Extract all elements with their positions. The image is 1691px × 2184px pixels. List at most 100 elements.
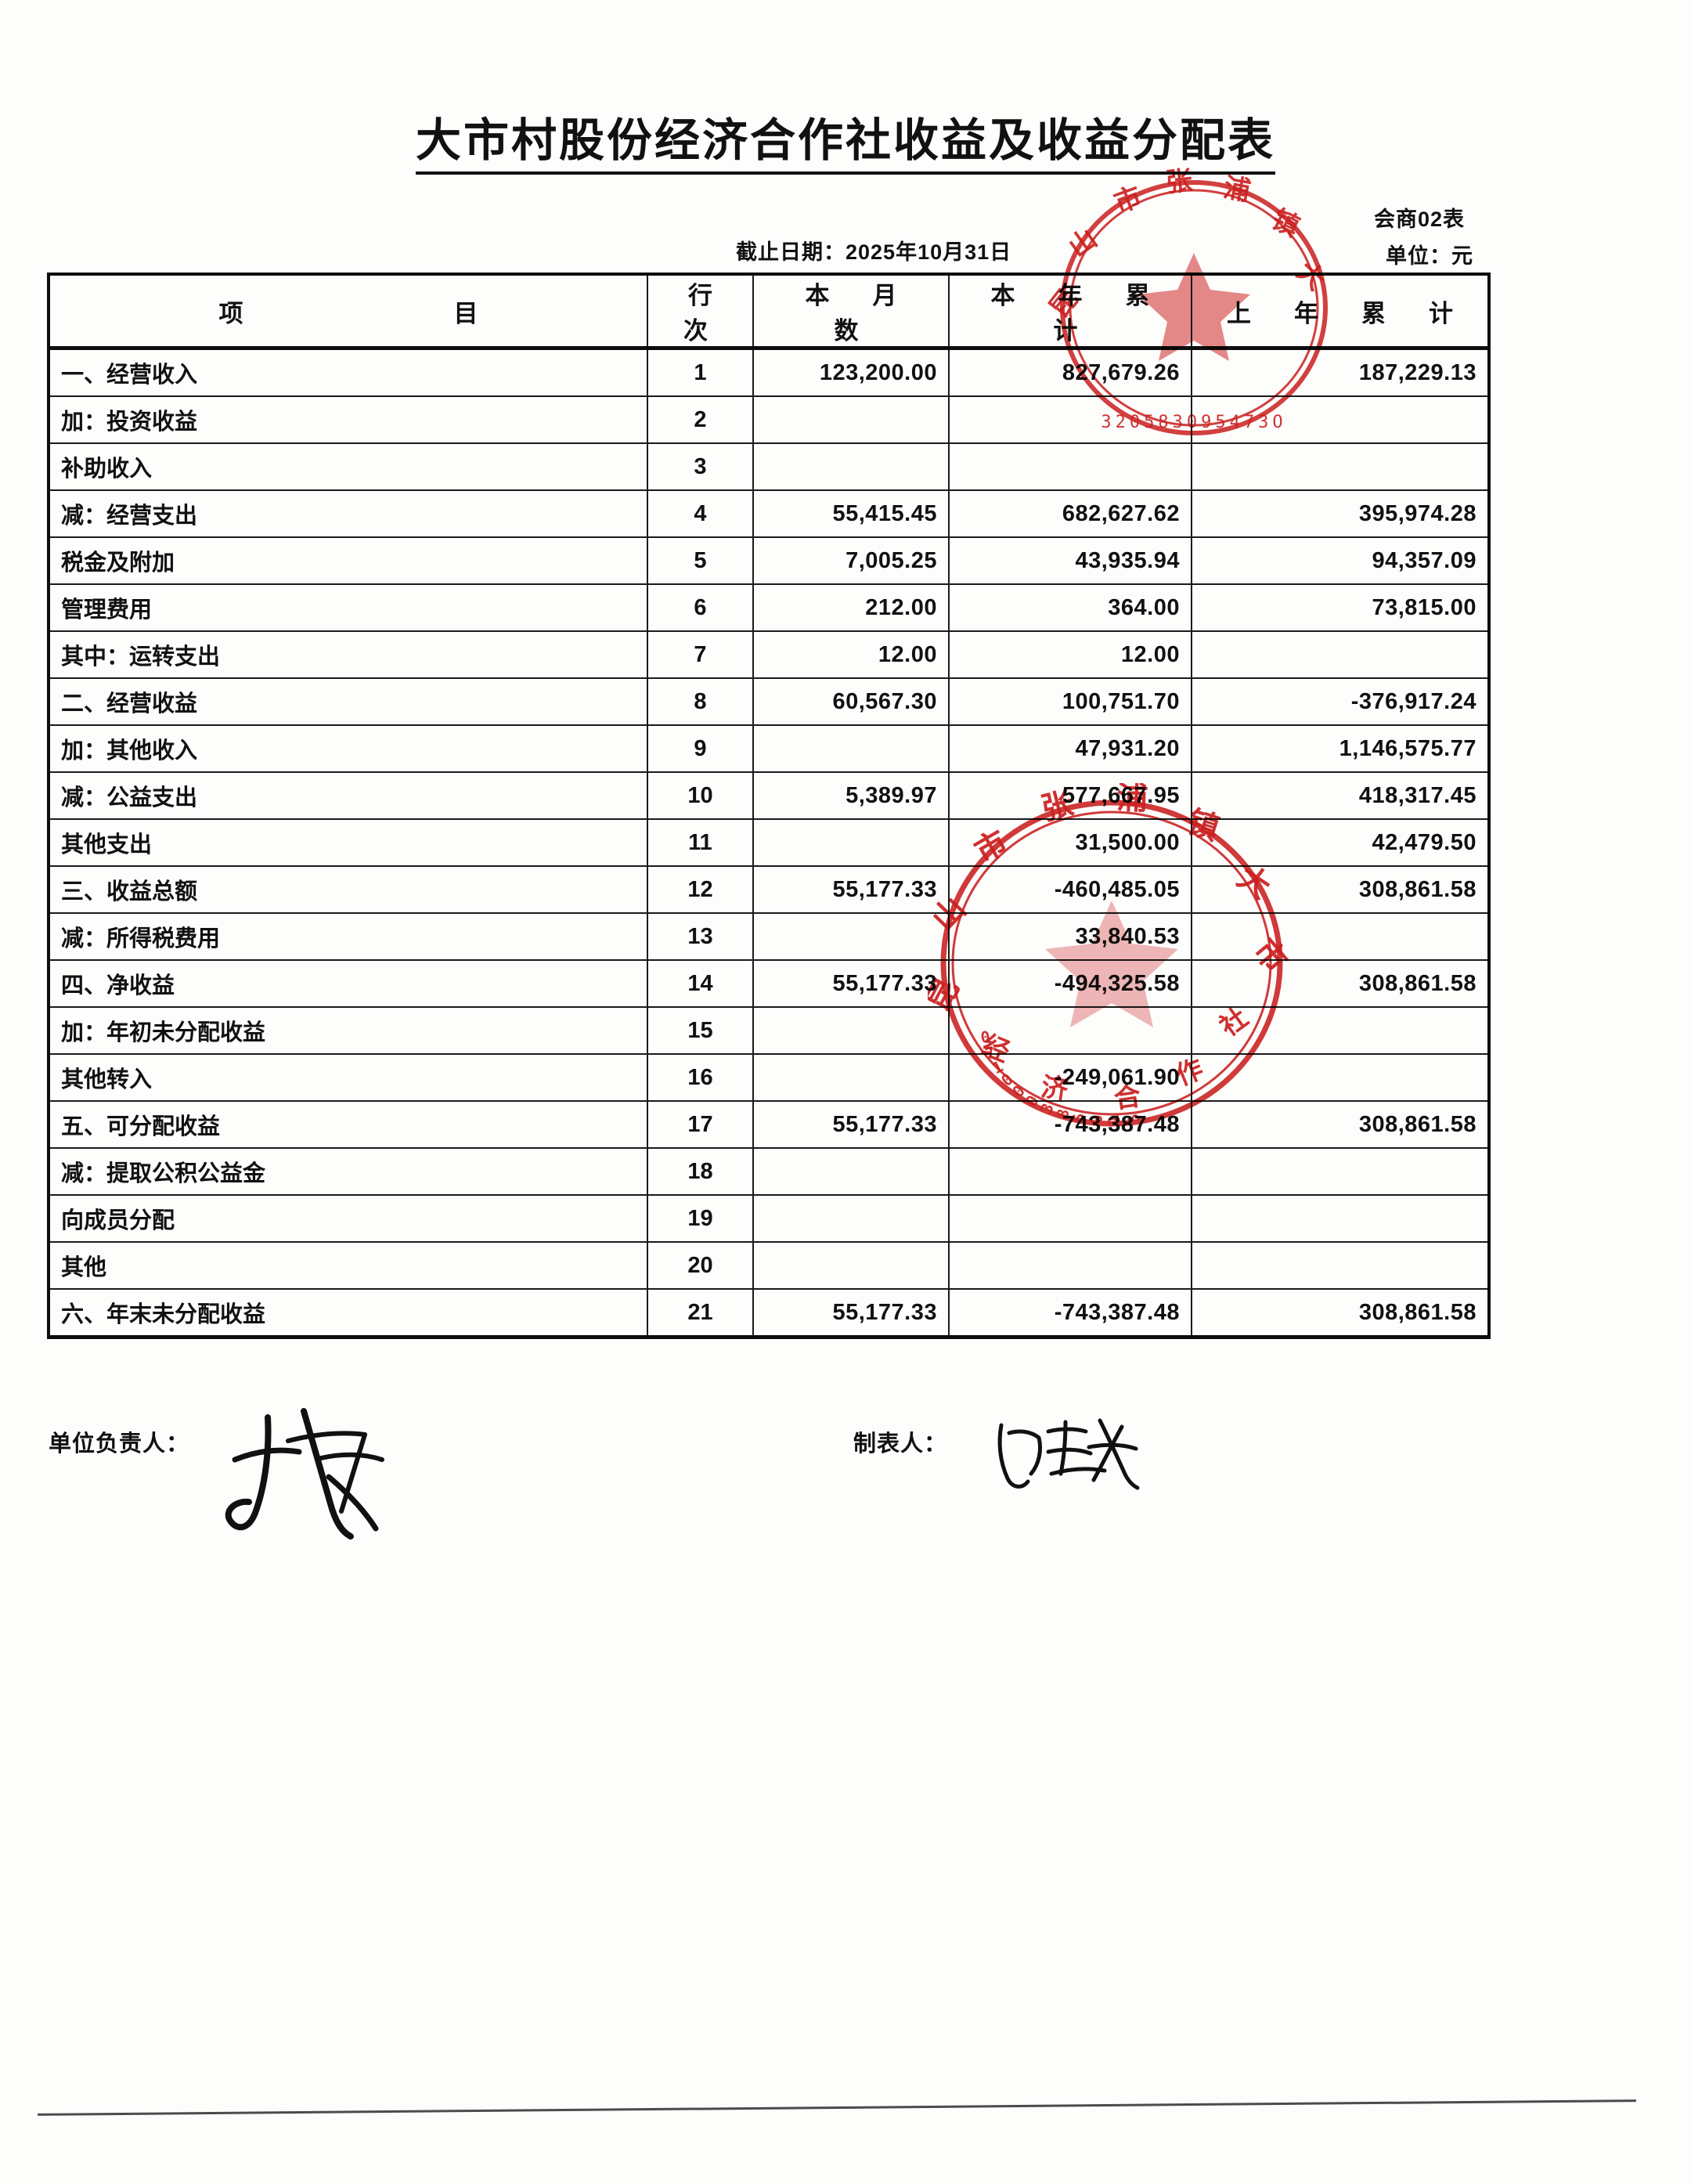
income-distribution-table: 项 目 行 次 本 月 数 本 年 累 计 上 年 累 计 一、经营收入 1 123…: [47, 273, 1491, 1339]
row-value-ytd: 100,751.70: [948, 677, 1192, 726]
row-value-month: 212.00: [752, 583, 950, 632]
svg-text:市: 市: [1110, 181, 1146, 219]
table-row: 减：公益支出 10 5,389.97 577,667.95 418,317.45: [48, 771, 1490, 820]
table-row: 其中：运转支出 7 12.00 12.00: [48, 630, 1490, 679]
row-value-prev: 94,357.09: [1191, 536, 1490, 585]
row-value-ytd: [948, 1241, 1192, 1290]
row-value-ytd: -460,485.05: [948, 865, 1192, 914]
row-value-month: 123,200.00: [752, 347, 950, 397]
row-value-month: [752, 395, 950, 444]
row-value-month: 60,567.30: [752, 677, 950, 726]
row-item-label: 六、年末未分配收益: [48, 1288, 648, 1339]
table-row: 二、经营收益 8 60,567.30 100,751.70 -376,917.24: [48, 677, 1490, 726]
row-value-ytd: 33,840.53: [948, 912, 1192, 961]
table-row: 管理费用 6 212.00 364.00 73,815.00: [48, 583, 1490, 632]
row-line-number: 14: [647, 959, 754, 1008]
row-value-prev: 308,861.58: [1191, 1100, 1490, 1149]
cutoff-date: 截止日期：2025年10月31日: [736, 240, 1012, 264]
row-value-prev: [1191, 395, 1490, 444]
row-line-number: 13: [647, 912, 754, 961]
row-value-prev: 308,861.58: [1191, 1288, 1490, 1339]
table-row: 四、净收益 14 55,177.33 -494,325.58 308,861.58: [48, 959, 1490, 1008]
row-value-month: 55,415.45: [752, 489, 950, 538]
row-value-prev: 308,861.58: [1191, 959, 1490, 1008]
preparer-signature: [997, 1418, 1140, 1490]
table-header-row: 项 目 行 次 本 月 数 本 年 累 计 上 年 累 计: [48, 273, 1490, 350]
row-line-number: 6: [647, 583, 754, 632]
row-value-month: [752, 1147, 950, 1196]
row-line-number: 20: [647, 1241, 754, 1290]
table-row: 三、收益总额 12 55,177.33 -460,485.05 308,861.58: [48, 865, 1490, 914]
row-item-label: 其中：运转支出: [48, 630, 648, 679]
row-line-number: 9: [647, 724, 754, 773]
row-value-ytd: [948, 395, 1192, 444]
row-value-prev: [1191, 1006, 1490, 1055]
row-item-label: 加：投资收益: [48, 395, 648, 444]
row-item-label: 一、经营收入: [48, 347, 648, 397]
header-item: 项 目: [48, 273, 648, 350]
row-line-number: 2: [647, 395, 754, 444]
row-item-label: 加：其他收入: [48, 724, 648, 773]
table-row: 补助收入 3: [48, 442, 1490, 491]
row-line-number: 16: [647, 1053, 754, 1102]
svg-text:浦: 浦: [1221, 172, 1253, 208]
row-value-prev: [1191, 442, 1490, 491]
row-item-label: 减：经营支出: [48, 489, 648, 538]
row-line-number: 11: [647, 818, 754, 867]
responsible-person-label: 单位负责人：: [49, 1431, 190, 1457]
row-value-month: [752, 912, 950, 961]
row-value-ytd: 827,679.26: [948, 347, 1192, 397]
row-line-number: 15: [647, 1006, 754, 1055]
row-value-ytd: -249,061.90: [948, 1053, 1192, 1102]
row-value-ytd: 47,931.20: [948, 724, 1192, 773]
table-row: 六、年末未分配收益 21 55,177.33 -743,387.48 308,861.5…: [48, 1288, 1490, 1339]
header-line-no: 行 次: [647, 273, 754, 350]
page-title-text: 大市村股份经济合作社收益及收益分配表: [415, 114, 1275, 175]
table-row: 一、经营收入 1 123,200.00 827,679.26 187,229.13: [48, 347, 1490, 397]
row-value-prev: [1191, 1147, 1490, 1196]
row-line-number: 19: [647, 1194, 754, 1243]
row-line-number: 5: [647, 536, 754, 585]
row-line-number: 17: [647, 1100, 754, 1149]
row-value-month: 5,389.97: [752, 771, 950, 820]
row-value-month: [752, 818, 950, 867]
row-value-ytd: 43,935.94: [948, 536, 1192, 585]
table-row: 加：年初未分配收益 15: [48, 1006, 1490, 1055]
row-value-month: 12.00: [752, 630, 950, 679]
row-value-month: 55,177.33: [752, 1100, 950, 1149]
row-item-label: 其他转入: [48, 1053, 648, 1102]
row-value-prev: 73,815.00: [1191, 583, 1490, 632]
row-value-ytd: 577,667.95: [948, 771, 1192, 820]
row-value-ytd: 682,627.62: [948, 489, 1192, 538]
row-value-ytd: [948, 1147, 1192, 1196]
row-value-prev: [1191, 1194, 1490, 1243]
row-item-label: 五、可分配收益: [48, 1100, 648, 1149]
row-line-number: 8: [647, 677, 754, 726]
row-line-number: 3: [647, 442, 754, 491]
row-value-month: [752, 442, 950, 491]
header-ytd: 本 年 累 计: [948, 273, 1192, 350]
row-value-prev: 308,861.58: [1191, 865, 1490, 914]
row-value-prev: 1,146,575.77: [1191, 724, 1490, 773]
row-item-label: 减：公益支出: [48, 771, 648, 820]
row-value-prev: 395,974.28: [1191, 489, 1490, 538]
table-row: 其他转入 16 -249,061.90: [48, 1053, 1490, 1102]
table-row: 减：所得税费用 13 33,840.53: [48, 912, 1490, 961]
row-value-ytd: -494,325.58: [948, 959, 1192, 1008]
row-value-prev: 42,479.50: [1191, 818, 1490, 867]
row-line-number: 1: [647, 347, 754, 397]
row-item-label: 管理费用: [48, 583, 648, 632]
row-value-month: [752, 1006, 950, 1055]
table-row: 加：投资收益 2: [48, 395, 1490, 444]
row-value-month: [752, 724, 950, 773]
table-row: 税金及附加 5 7,005.25 43,935.94 94,357.09: [48, 536, 1490, 585]
page-title: 大市村股份经济合作社收益及收益分配表: [0, 103, 1691, 175]
responsible-person-signature: [225, 1408, 384, 1540]
row-value-month: [752, 1053, 950, 1102]
row-value-ytd: 12.00: [948, 630, 1192, 679]
row-value-ytd: -743,387.48: [948, 1100, 1192, 1149]
table-row: 减：经营支出 4 55,415.45 682,627.62 395,974.28: [48, 489, 1490, 538]
row-item-label: 补助收入: [48, 442, 648, 491]
header-prev-year: 上 年 累 计: [1191, 273, 1490, 350]
